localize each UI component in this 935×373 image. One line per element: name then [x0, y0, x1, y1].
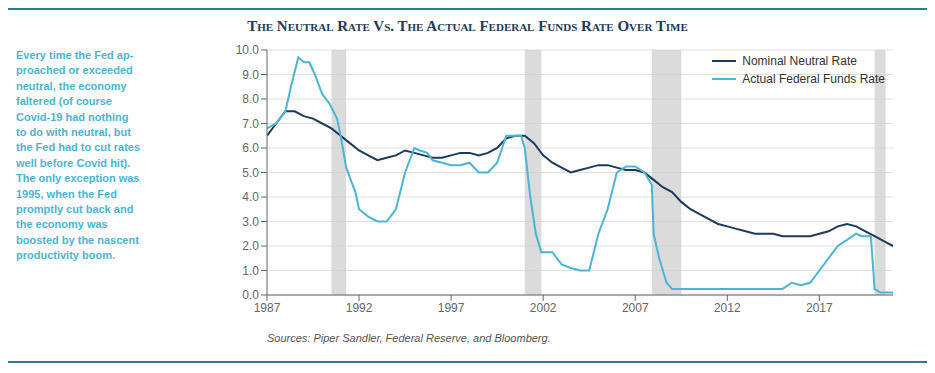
- svg-text:6.0: 6.0: [242, 141, 259, 155]
- svg-text:4.0: 4.0: [242, 190, 259, 204]
- html-text:Every time the Fed ap- proache: Every time the Fed ap- proached or excee…: [16, 49, 141, 262]
- svg-text:3.0: 3.0: [242, 215, 259, 229]
- svg-text:2017: 2017: [806, 301, 833, 315]
- html-text:Actual Federal Funds Rate: Actual Federal Funds Rate: [742, 72, 885, 86]
- svg-text:8.0: 8.0: [242, 92, 259, 106]
- svg-text:1987: 1987: [254, 301, 281, 315]
- html-text:Nominal Neutral Rate: Nominal Neutral Rate: [742, 54, 857, 68]
- svg-text:9.0: 9.0: [242, 68, 259, 82]
- svg-text:5.0: 5.0: [242, 166, 259, 180]
- html-text:Sources: Piper Sandler, Federa: Sources: Piper Sandler, Federal Reserve,…: [267, 332, 551, 344]
- svg-text:1.0: 1.0: [242, 264, 259, 278]
- svg-text:2.0: 2.0: [242, 239, 259, 253]
- svg-text:10.0: 10.0: [236, 43, 260, 57]
- svg-text:2002: 2002: [530, 301, 557, 315]
- svg-text:0.0: 0.0: [242, 288, 259, 302]
- svg-text:2012: 2012: [714, 301, 741, 315]
- svg-text:7.0: 7.0: [242, 117, 259, 131]
- svg-text:1992: 1992: [346, 301, 373, 315]
- html-text:The Neutral Rate Vs. The Actua: The Neutral Rate Vs. The Actual Federal …: [247, 18, 688, 34]
- svg-text:1997: 1997: [438, 301, 465, 315]
- svg-text:2007: 2007: [622, 301, 649, 315]
